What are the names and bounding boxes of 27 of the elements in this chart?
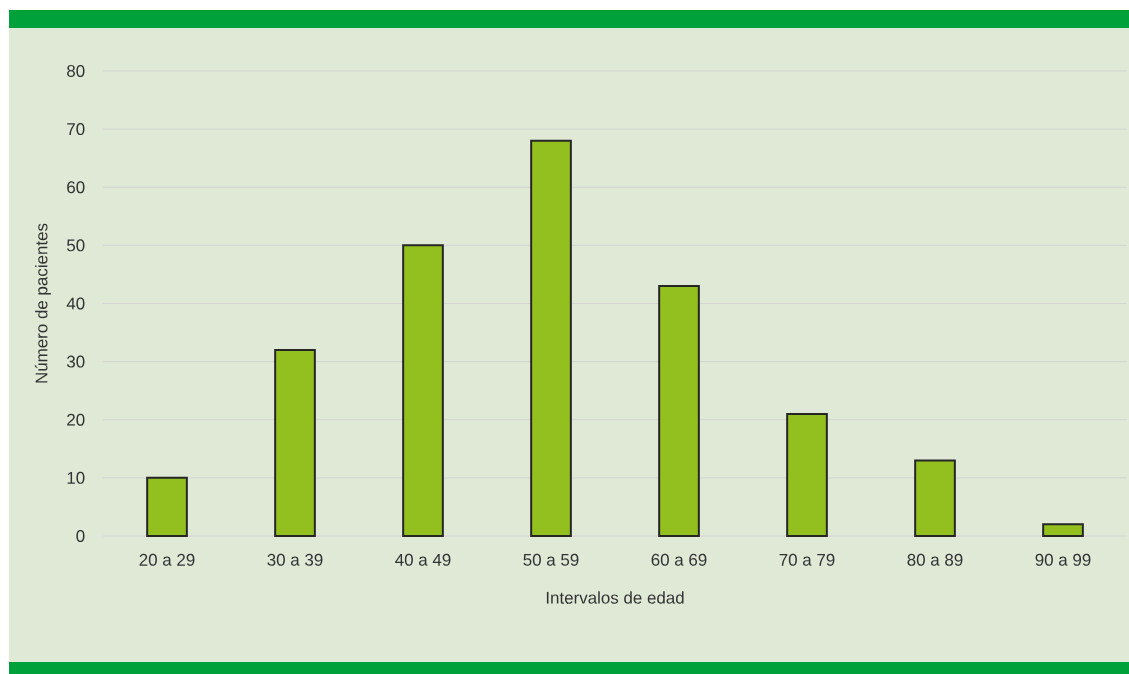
y-tick-label: 30	[66, 355, 85, 368]
y-tick-label: 70	[67, 123, 85, 136]
bar	[146, 476, 188, 537]
y-axis-title: Número de pacientes	[34, 223, 51, 383]
bar	[402, 244, 444, 537]
x-tick-label: 80 a 89	[907, 553, 963, 566]
y-tick-label: 40	[66, 297, 85, 310]
y-tick-label: 80	[67, 64, 85, 77]
x-tick-label: 50 a 59	[523, 553, 579, 566]
y-tick-label: 50	[67, 239, 85, 252]
bar	[914, 459, 956, 537]
y-tick-label: 10	[67, 471, 85, 484]
x-tick-label: 90 a 99	[1035, 553, 1091, 566]
bar	[530, 139, 572, 537]
y-tick-label: 0	[76, 529, 85, 542]
x-tick-label: 20 a 29	[139, 553, 195, 566]
x-tick-label: 70 a 79	[779, 553, 835, 566]
bar	[786, 412, 828, 537]
x-tick-label: 40 a 49	[395, 553, 451, 566]
bar	[274, 348, 316, 537]
bar	[658, 285, 700, 537]
x-tick-label: 60 a 69	[651, 553, 707, 566]
y-tick-label: 20	[67, 413, 85, 426]
x-axis-title: Intervalos de edad	[546, 591, 684, 604]
bar	[1042, 523, 1084, 537]
x-tick-label: 30 a 39	[267, 553, 323, 566]
y-tick-label: 60	[67, 181, 85, 194]
